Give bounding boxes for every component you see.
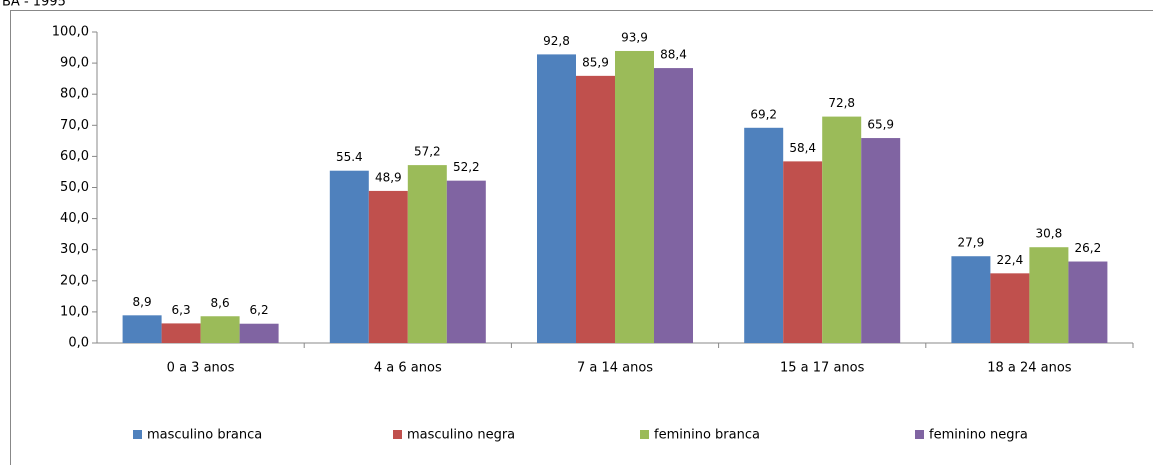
value-label: 72,8	[828, 96, 855, 110]
bar	[990, 273, 1030, 343]
x-tick-label: 18 a 24 anos	[987, 361, 1072, 376]
value-label: 26,2	[1075, 241, 1102, 255]
value-label: 8,9	[133, 295, 152, 309]
value-label: 6,2	[250, 303, 269, 317]
legend-label: feminino branca	[654, 428, 760, 443]
bar	[537, 54, 576, 343]
value-label: 22,4	[997, 253, 1024, 267]
y-tick-label: 20,0	[60, 273, 89, 288]
legend-label: masculino negra	[407, 428, 515, 443]
bar	[783, 161, 823, 343]
y-tick-label: 70,0	[60, 118, 89, 133]
legend-swatch	[393, 430, 402, 439]
bar	[161, 323, 201, 343]
value-label: 88,4	[660, 48, 687, 62]
legend-swatch	[133, 430, 142, 439]
value-label: 65,9	[867, 118, 894, 132]
value-label: 48,9	[375, 170, 402, 184]
value-label: 52,2	[453, 160, 480, 174]
bar	[654, 68, 693, 344]
bar	[407, 165, 447, 343]
bar	[122, 315, 162, 343]
y-tick-label: 90,0	[60, 56, 89, 71]
y-tick-label: 40,0	[60, 211, 89, 226]
value-label: 30,8	[1036, 227, 1063, 241]
legend-swatch	[915, 430, 924, 439]
y-tick-label: 50,0	[60, 180, 89, 195]
y-tick-label: 80,0	[60, 87, 89, 102]
bar	[576, 75, 615, 343]
chart-title: BA - 1995	[2, 0, 66, 10]
legend-label: feminino negra	[929, 428, 1028, 443]
value-label: 85,9	[582, 55, 609, 69]
y-tick-label: 60,0	[60, 149, 89, 164]
bar	[615, 50, 654, 343]
y-tick-label: 10,0	[60, 304, 89, 319]
bar	[1029, 247, 1069, 343]
x-tick-label: 0 a 3 anos	[167, 361, 235, 376]
bar	[861, 138, 901, 343]
bar	[951, 256, 991, 343]
value-label: 27,9	[958, 236, 985, 250]
x-tick-label: 7 a 14 anos	[577, 361, 653, 376]
x-tick-label: 15 a 17 anos	[780, 361, 865, 376]
value-label: 6,3	[172, 303, 191, 317]
bar	[1068, 261, 1108, 343]
value-label: 93,9	[621, 30, 648, 44]
y-tick-label: 100,0	[52, 25, 89, 40]
value-label: 69,2	[750, 107, 777, 121]
value-label: 57,2	[414, 145, 441, 159]
bar	[368, 190, 408, 343]
y-tick-label: 0,0	[68, 336, 89, 351]
bar	[329, 170, 369, 343]
bar	[239, 323, 279, 343]
legend-swatch	[640, 430, 649, 439]
bar	[822, 116, 862, 343]
value-label: 92,8	[543, 34, 570, 48]
value-label: 55.4	[336, 150, 363, 164]
bar	[200, 316, 240, 343]
legend-label: masculino branca	[147, 428, 262, 443]
x-tick-label: 4 a 6 anos	[374, 361, 442, 376]
y-tick-label: 30,0	[60, 242, 89, 257]
bar	[744, 127, 784, 344]
chart-border	[10, 10, 1153, 465]
bar	[446, 180, 486, 343]
value-label: 58,4	[789, 141, 816, 155]
value-label: 8,6	[211, 296, 230, 310]
